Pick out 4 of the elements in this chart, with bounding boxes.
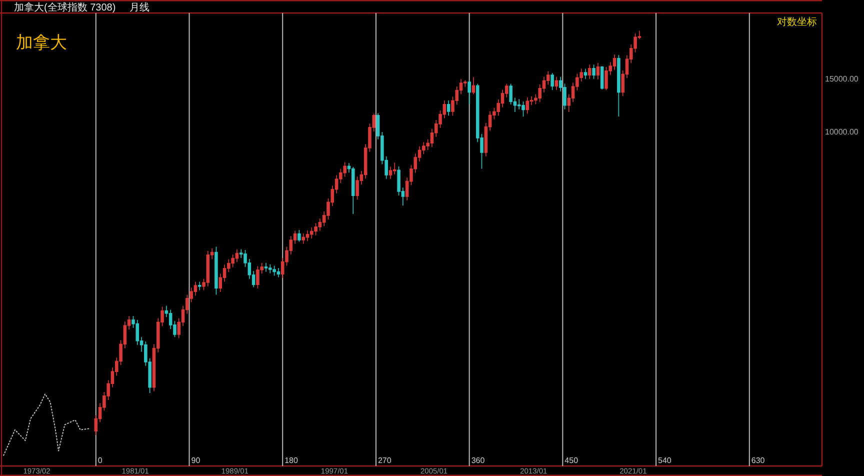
subtitle: 加拿大(全球指数 7308) (14, 2, 116, 14)
annotation: 对数坐标 (777, 17, 817, 28)
annotation: 月线 (130, 2, 150, 14)
title: 加拿大 (16, 33, 67, 52)
